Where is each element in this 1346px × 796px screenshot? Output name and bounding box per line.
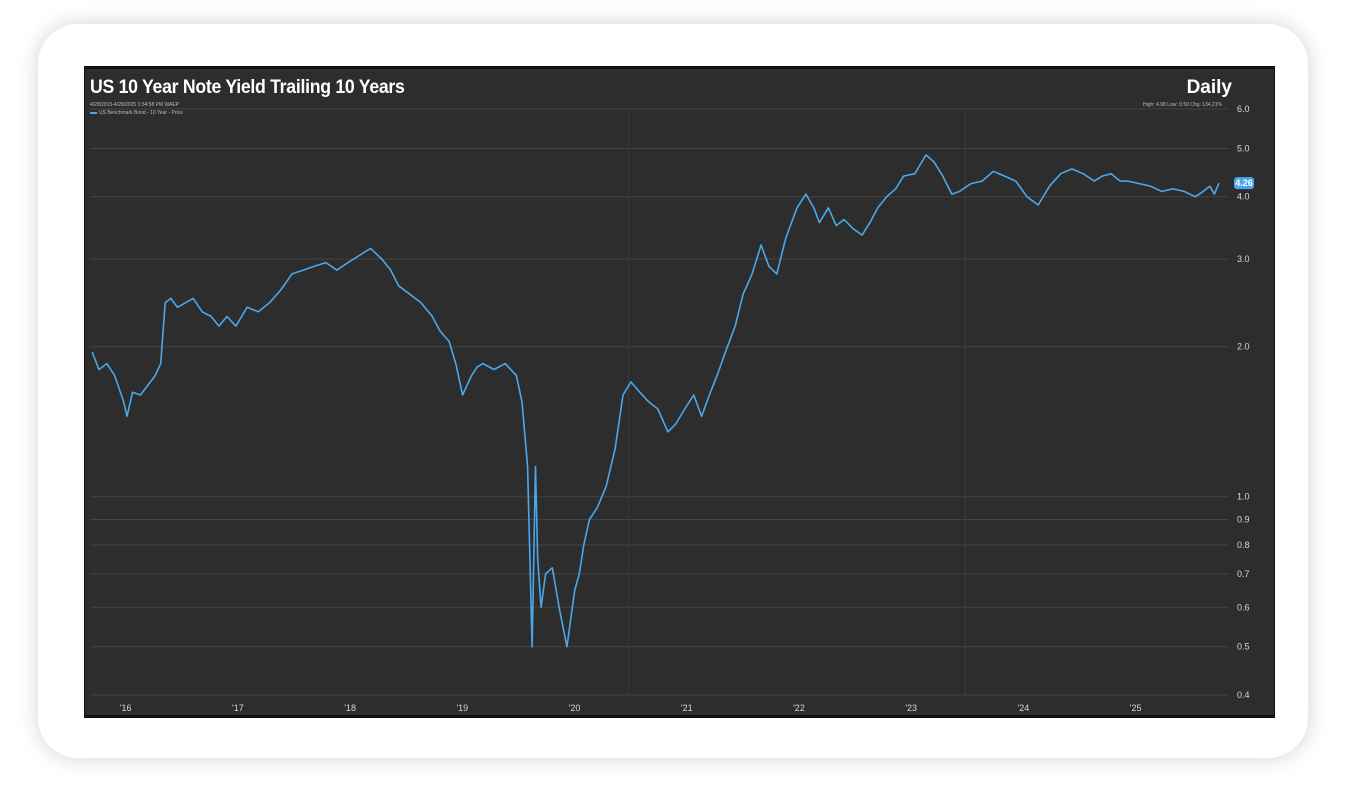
period-label: Daily (1186, 77, 1232, 98)
chart-frame: 0.4 0.5 0.6 0.7 0.8 0.9 1.0 2.0 3.0 4.0 5.0 6.0 '16 '… (84, 66, 1275, 718)
y-tick-label: 1.0 (1237, 492, 1250, 502)
x-tick-label: '23 (905, 703, 917, 713)
stats-info: High: 4.98 Low: 0.50 Chg: 134.21% (1143, 102, 1222, 108)
x-tick-label: '22 (793, 703, 805, 713)
y-tick-label: 0.8 (1237, 540, 1250, 550)
y-tick-label: 4.0 (1237, 192, 1250, 202)
y-tick-label: 0.9 (1237, 515, 1250, 525)
legend-swatch (90, 112, 97, 114)
y-tick-label: 0.6 (1237, 602, 1250, 612)
date-range-info: 4/28/2015-4/28/2025 3:34:58 PM WAEP (90, 102, 180, 108)
x-tick-label: '16 (120, 703, 132, 713)
last-value-badge (1234, 177, 1254, 190)
y-tick-label: 3.0 (1237, 254, 1250, 264)
x-tick-label: '19 (456, 703, 468, 713)
x-tick-label: '18 (344, 703, 356, 713)
y-tick-label: 2.0 (1237, 342, 1250, 352)
last-value-label: 4.26 (1235, 178, 1253, 188)
x-tick-label: '21 (681, 703, 693, 713)
legend-label: US Benchmark Bond - 10 Year - Price (99, 110, 183, 116)
y-tick-label: 5.0 (1237, 143, 1250, 153)
y-tick-label: 0.7 (1237, 569, 1250, 579)
y-tick-label: 6.0 (1237, 104, 1250, 114)
legend: US Benchmark Bond - 10 Year - Price (90, 110, 183, 116)
y-tick-label: 0.5 (1237, 642, 1250, 652)
y-tick-label: 0.4 (1237, 690, 1250, 700)
x-tick-label: '17 (232, 703, 244, 713)
x-tick-label: '24 (1018, 703, 1030, 713)
x-tick-label: '25 (1130, 703, 1142, 713)
chart-plot: 0.4 0.5 0.6 0.7 0.8 0.9 1.0 2.0 3.0 4.0 5.0 6.0 '16 '… (90, 104, 1254, 713)
chart-title: US 10 Year Note Yield Trailing 10 Years (90, 77, 405, 98)
x-tick-label: '20 (569, 703, 581, 713)
yield-series-line (91, 154, 1220, 648)
